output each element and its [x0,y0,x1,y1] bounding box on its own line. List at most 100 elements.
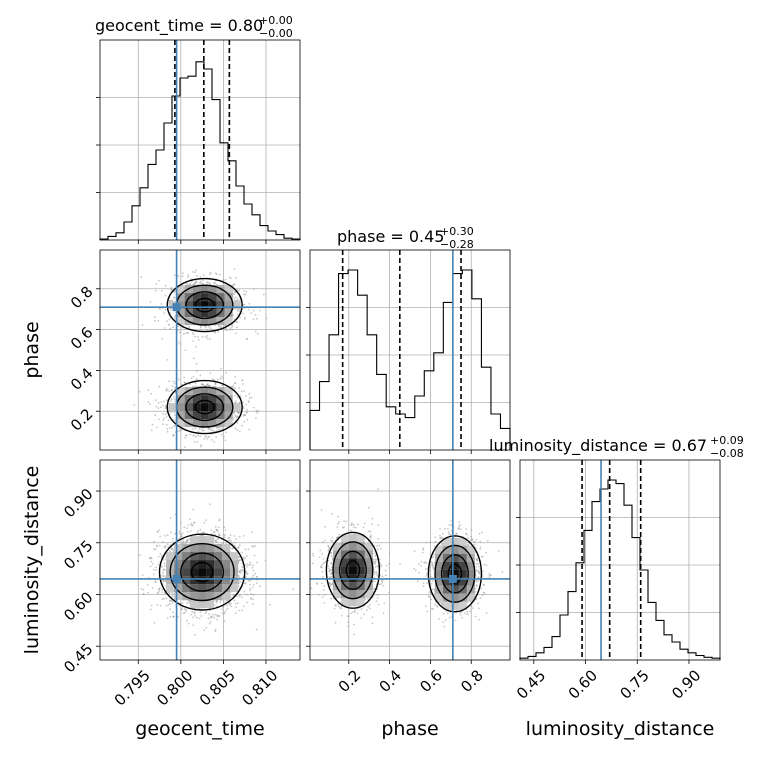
sample-point [233,297,236,300]
sample-point [248,397,251,400]
sample-point [208,326,211,328]
sample-point [245,290,248,293]
contour-level-0 [194,399,215,415]
density-cell [224,285,233,294]
sample-point [214,282,217,284]
density-cell [184,403,193,412]
sample-point [213,379,216,381]
sample-point [374,580,376,583]
sample-point [255,628,258,631]
density-cell [214,576,223,585]
sample-point [229,534,232,537]
sample-point [208,273,211,275]
sample-point [163,545,166,548]
sample-point [156,426,158,429]
sample-point [230,540,232,543]
sample-point [244,557,247,559]
sample-point [164,579,167,582]
sample-point [466,610,469,613]
sample-point [242,312,244,315]
sample-point [205,611,208,613]
sample-point [170,309,172,312]
sample-point [161,555,163,557]
sample-point [238,571,241,574]
sample-point [200,445,202,448]
sample-point [253,554,256,557]
sample-point [189,433,192,436]
sample-point [178,430,180,433]
sample-point [232,411,235,414]
sample-point [246,408,249,411]
sample-point [234,382,237,384]
sample-point [195,281,198,284]
panel-phase-vs-geocent-time [100,250,300,450]
sample-point [224,612,226,615]
sample-point [235,400,237,403]
sample-point [242,570,245,573]
sample-point [237,579,240,582]
sample-point [209,338,212,340]
sample-point [140,276,143,279]
sample-point [165,413,168,415]
sample-point [162,570,165,572]
sample-point [169,615,172,618]
sample-point [173,315,176,318]
density-cell [192,419,201,428]
sample-point [217,526,220,529]
sample-point [202,384,205,386]
sample-point [150,604,153,607]
sample-point [203,429,205,432]
sample-point [217,538,220,540]
density-cell [192,309,201,318]
sample-point [246,573,249,576]
sample-point [172,611,175,614]
sample-point [221,384,224,386]
sample-point [244,414,247,416]
sample-point [225,431,227,434]
sample-point [162,568,165,571]
sample-point [219,601,222,603]
sample-point [140,587,143,590]
panel-distance-vs-phase [310,460,510,660]
sample-point [222,279,225,281]
sample-point [238,411,241,414]
sample-point [209,372,212,374]
density-cell [166,584,175,593]
sample-point [186,602,189,605]
sample-point [218,532,221,535]
sample-point [256,582,258,585]
density-cell [198,560,207,569]
sample-point [174,387,176,389]
density-cell [190,552,199,561]
density-cell [198,576,207,585]
sample-point [192,624,195,627]
sample-point [239,593,241,596]
sample-point [471,538,474,540]
sample-point [243,590,246,593]
sample-point [153,540,155,543]
sample-point [240,390,243,392]
sample-point [184,332,187,334]
sample-point [183,608,186,610]
density-cell [230,552,239,561]
density-cell [176,395,185,404]
sample-point [159,604,162,607]
sample-point [190,377,193,379]
sample-point [337,603,339,605]
sample-point [199,374,202,377]
density-cell [230,584,239,593]
sample-point [206,281,208,284]
sample-point [154,581,157,584]
sample-point [238,544,241,547]
contour-level-0 [190,561,214,583]
sample-point [138,554,141,557]
sample-point [194,385,197,388]
sample-point [233,293,236,296]
sample-point [225,371,228,374]
density-cell [214,560,223,569]
sample-point [214,525,217,528]
sample-point [254,313,257,316]
sample-point [209,427,212,430]
sample-point [206,337,209,340]
sample-point [234,375,237,378]
